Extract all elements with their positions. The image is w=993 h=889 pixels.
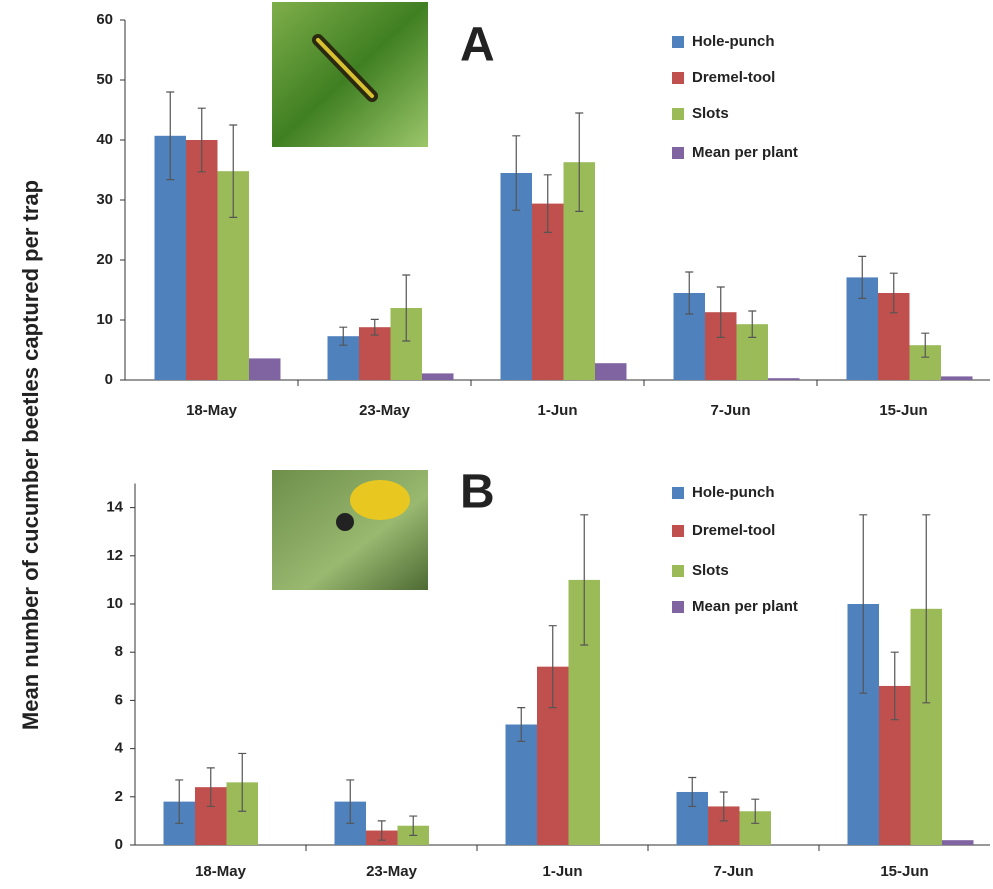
x-tick-label: 18-May (195, 863, 247, 880)
beetle-head (336, 513, 354, 531)
y-tick-label: 30 (96, 191, 113, 208)
y-tick-label: 20 (96, 251, 113, 268)
x-tick-label: 23-May (366, 863, 418, 880)
chart: Mean number of cucumber beetles captured… (0, 0, 993, 884)
y-tick-label: 4 (115, 740, 124, 757)
x-tick-label: 15-Jun (880, 863, 928, 880)
legend-label: Slots (692, 105, 729, 122)
bar (249, 358, 281, 380)
legend-swatch (672, 108, 684, 120)
bar (595, 363, 627, 380)
legend-label: Dremel-tool (692, 69, 775, 86)
legend-swatch (672, 72, 684, 84)
y-tick-label: 10 (96, 311, 113, 328)
x-tick-label: 7-Jun (713, 863, 753, 880)
beetle-icon (350, 480, 410, 520)
y-tick-label: 8 (115, 643, 123, 660)
x-tick-label: 7-Jun (710, 402, 750, 419)
x-tick-label: 1-Jun (542, 863, 582, 880)
legend-label: Mean per plant (692, 144, 798, 161)
x-tick-label: 1-Jun (537, 402, 577, 419)
page: {"chart_data": [ {"type": "bar", "label"… (0, 0, 993, 889)
legend-label: Hole-punch (692, 484, 775, 501)
y-tick-label: 60 (96, 11, 113, 28)
legend-label: Mean per plant (692, 598, 798, 615)
legend-swatch (672, 525, 684, 537)
bar (941, 376, 973, 380)
legend-swatch (672, 487, 684, 499)
legend-label: Dremel-tool (692, 522, 775, 539)
y-tick-label: 0 (115, 836, 123, 853)
y-tick-label: 14 (106, 499, 123, 516)
bar (422, 373, 454, 380)
x-tick-label: 15-Jun (879, 402, 927, 419)
bar (768, 378, 800, 380)
legend-swatch (672, 147, 684, 159)
y-tick-label: 12 (106, 547, 123, 564)
beetle-photo (272, 470, 428, 590)
legend-swatch (672, 601, 684, 613)
panel-label: A (460, 19, 495, 72)
y-tick-label: 0 (105, 371, 113, 388)
x-tick-label: 18-May (186, 402, 238, 419)
bar (506, 725, 538, 846)
y-tick-label: 6 (115, 691, 123, 708)
bar (942, 840, 974, 845)
y-tick-label: 2 (115, 788, 123, 805)
y-tick-label: 10 (106, 595, 123, 612)
legend-swatch (672, 36, 684, 48)
legend-label: Hole-punch (692, 33, 775, 50)
y-axis-label: Mean number of cucumber beetles captured… (18, 180, 43, 730)
panel-label: B (460, 466, 495, 519)
y-tick-label: 40 (96, 131, 113, 148)
legend-swatch (672, 565, 684, 577)
x-tick-label: 23-May (359, 402, 411, 419)
bar (186, 140, 218, 380)
y-tick-label: 50 (96, 71, 113, 88)
legend-label: Slots (692, 562, 729, 579)
